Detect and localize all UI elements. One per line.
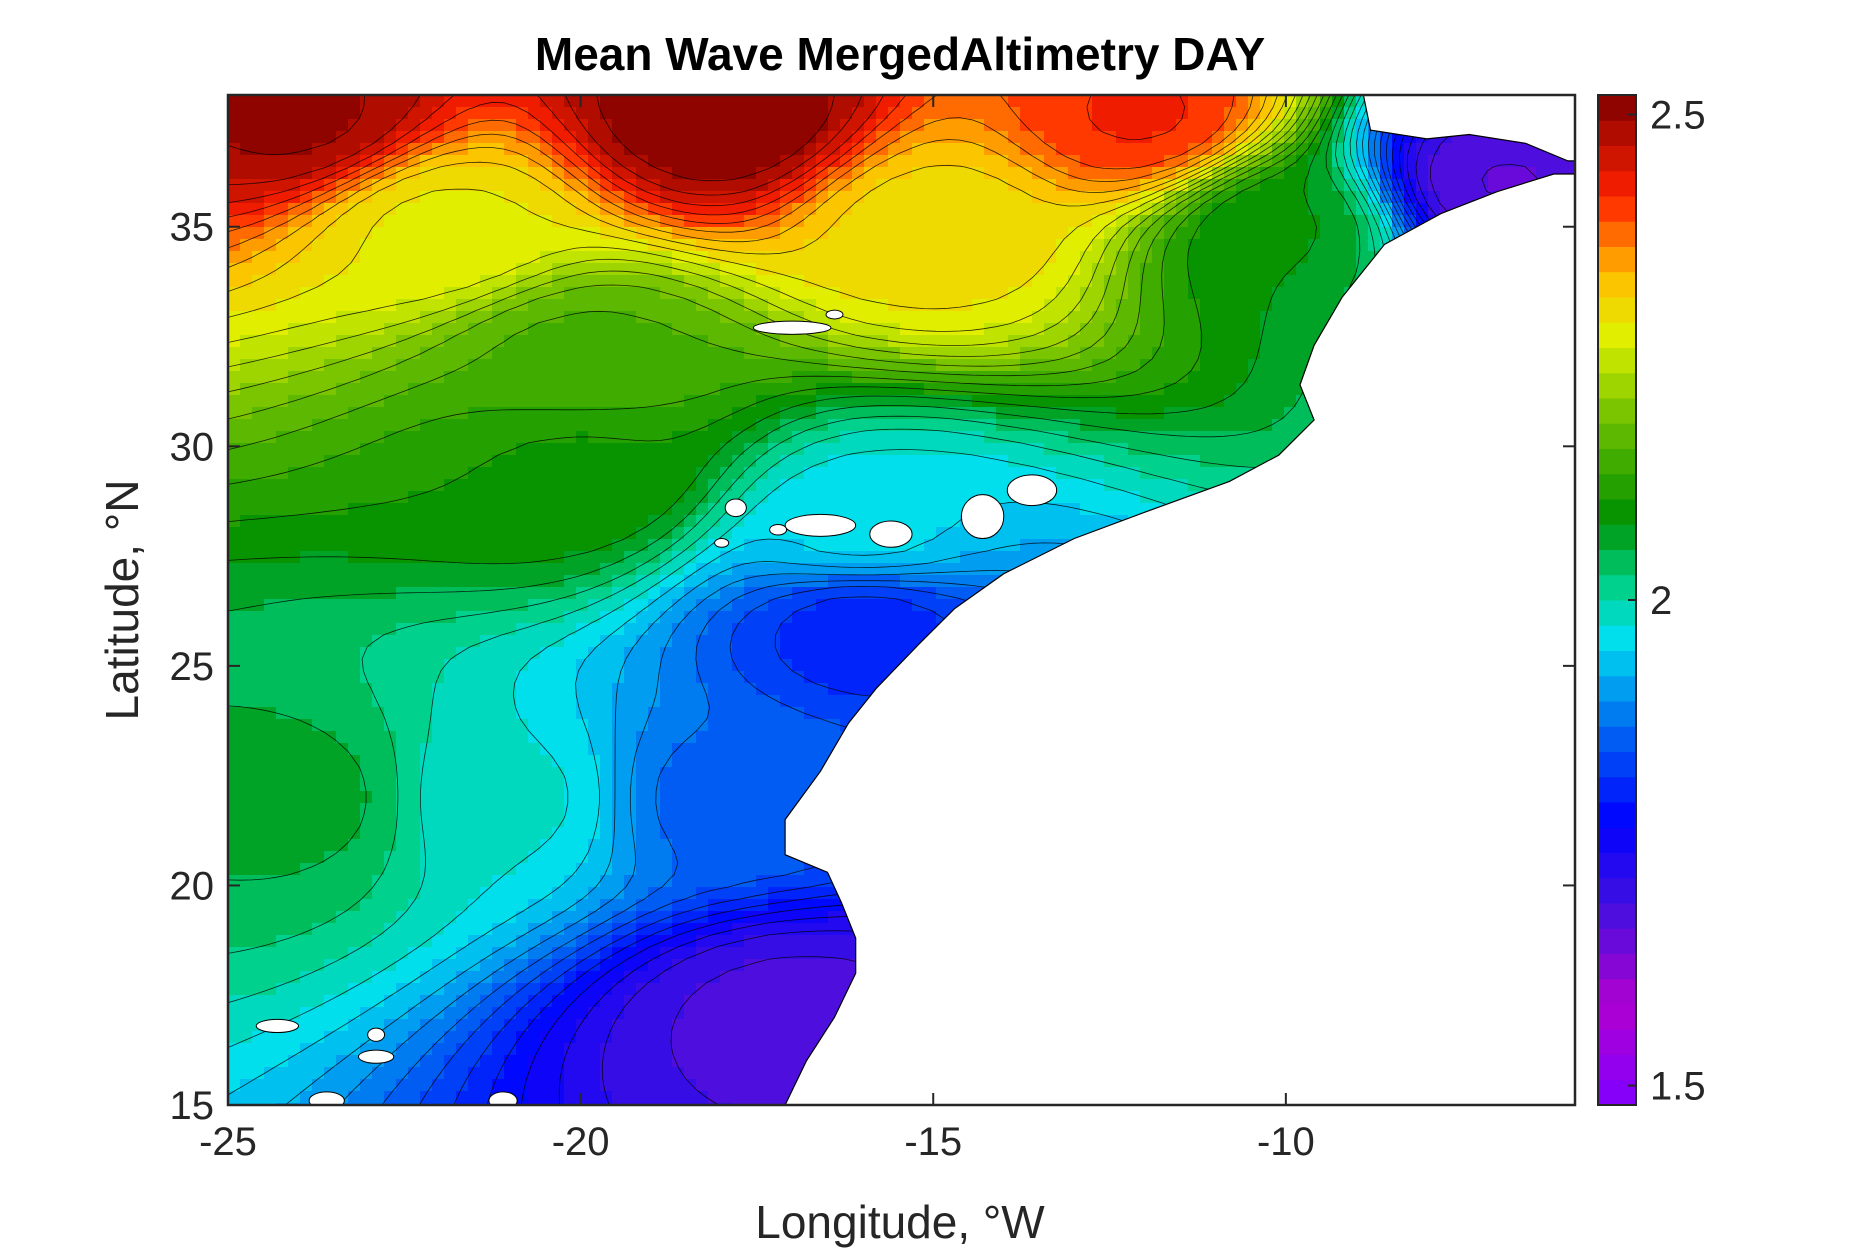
x-tick-label: -15 [904,1120,962,1164]
x-tick-label: -25 [199,1120,257,1164]
y-tick-label: 25 [170,645,215,689]
plot-frame [226,93,1577,1107]
x-tick-label: -10 [1257,1120,1315,1164]
y-tick-label: 30 [170,425,215,469]
y-axis-ticks: 15 20 25 30 35 [170,206,1575,1128]
y-tick-label: 35 [170,206,215,250]
x-axis-label: Longitude, °W [755,1196,1045,1248]
y-tick-label: 20 [170,864,215,908]
x-tick-label: -20 [552,1120,610,1164]
land-mask [255,95,1575,1105]
chart-title: Mean Wave MergedAltimetry DAY [535,28,1265,80]
y-axis-label: Latitude, °N [96,480,148,721]
x-axis-ticks: -25 -20 -15 -10 [199,95,1315,1164]
y-tick-label: 15 [170,1084,215,1128]
colorbar-bands [1597,94,1637,1106]
colorbar-ticks: 1.5 2 2.5 [1628,93,1706,1109]
colorbar-tick-label: 2.5 [1650,93,1706,137]
colorbar-tick-label: 2 [1650,579,1672,623]
colorbar-tick-label: 1.5 [1650,1065,1706,1109]
